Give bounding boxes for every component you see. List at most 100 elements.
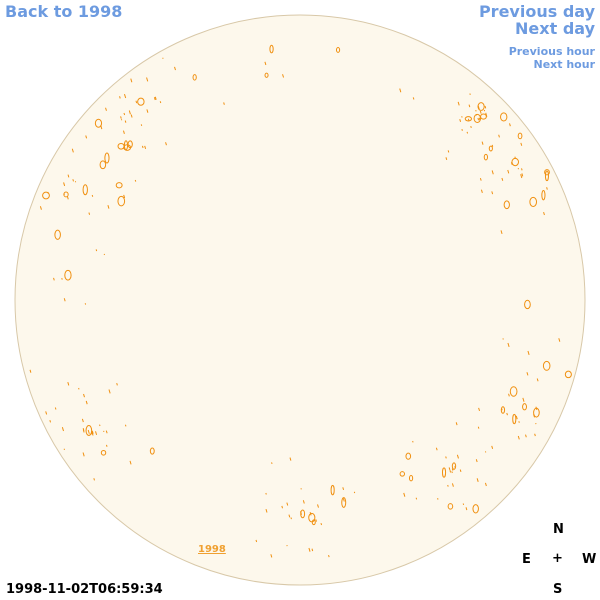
contour (479, 110, 482, 114)
contour (533, 407, 540, 418)
previous-hour-link[interactable]: Previous hour (508, 45, 595, 58)
contour (282, 74, 285, 78)
contour (533, 414, 535, 418)
contour (498, 134, 500, 138)
contour (517, 435, 520, 440)
back-link[interactable]: Back to 1998 (5, 2, 123, 21)
contour (85, 425, 93, 436)
contour (320, 522, 323, 526)
contour (478, 407, 481, 412)
contour (146, 109, 149, 113)
contour (491, 445, 494, 449)
contour (501, 177, 504, 181)
contour (159, 101, 162, 104)
contour (435, 447, 438, 451)
contour (123, 140, 129, 151)
contour (543, 212, 545, 216)
compass-west: W (582, 552, 597, 567)
contour (512, 413, 517, 425)
contour (66, 196, 69, 200)
contour (95, 249, 98, 252)
contour (542, 360, 551, 371)
contour (480, 189, 483, 194)
contour (105, 444, 108, 447)
contour (81, 418, 84, 423)
contour (91, 194, 94, 197)
contour (71, 148, 74, 153)
contour (94, 118, 103, 128)
contour (456, 454, 459, 459)
solar-disk (14, 14, 586, 586)
contour (289, 457, 292, 461)
contour (517, 132, 523, 140)
contour (500, 112, 508, 122)
contour (223, 102, 225, 105)
contour (507, 169, 510, 174)
contour (85, 135, 88, 139)
contour (82, 452, 85, 457)
contour (448, 467, 451, 470)
contour (311, 548, 314, 552)
contour (520, 142, 523, 146)
contour (264, 61, 267, 66)
contour (29, 369, 32, 373)
contour (67, 382, 70, 386)
contour (477, 426, 480, 429)
contour (137, 97, 145, 106)
contour (564, 370, 572, 379)
contour (522, 403, 528, 411)
contour (488, 145, 493, 152)
contour (465, 507, 468, 511)
previous-day-link[interactable]: Previous day (478, 2, 595, 21)
compass-center: + (552, 551, 563, 566)
contour (481, 141, 484, 145)
contour (120, 116, 122, 119)
contour (149, 447, 155, 455)
timestamp: 1998-11-02T06:59:34 (6, 582, 163, 597)
contour (129, 460, 132, 465)
contour (270, 554, 273, 558)
contour (527, 350, 530, 355)
next-hour-link[interactable]: Next hour (533, 58, 596, 71)
contour (315, 519, 317, 522)
contour (122, 130, 125, 134)
contour (108, 389, 111, 394)
contour (467, 118, 470, 121)
contour (67, 174, 70, 178)
contour (128, 110, 131, 115)
contour (39, 206, 42, 210)
contour (335, 47, 341, 53)
contour (475, 459, 478, 463)
contour (54, 229, 61, 240)
contour (54, 407, 57, 410)
contour (491, 191, 494, 195)
contour (82, 184, 88, 196)
contour (141, 145, 144, 149)
contour (477, 105, 480, 110)
contour (317, 504, 319, 508)
contour (115, 182, 123, 189)
next-day-link[interactable]: Next day (515, 19, 595, 38)
contour (544, 170, 549, 182)
contour (449, 470, 452, 473)
contour (119, 96, 121, 99)
contour (445, 456, 447, 459)
disk-year-link[interactable]: 1998 (198, 544, 226, 555)
contour (63, 182, 66, 187)
contour (99, 160, 107, 170)
contour (123, 194, 126, 199)
contour (45, 411, 48, 415)
contour (470, 126, 472, 129)
contour (130, 114, 133, 118)
contour (459, 469, 462, 472)
contour (288, 514, 291, 518)
contour (451, 483, 454, 487)
contour (88, 212, 91, 215)
contour (509, 386, 518, 397)
contour (82, 428, 85, 431)
contour (526, 372, 529, 376)
active-regions (29, 44, 572, 558)
contour (464, 116, 472, 122)
contour (524, 299, 531, 310)
contour (127, 140, 133, 149)
